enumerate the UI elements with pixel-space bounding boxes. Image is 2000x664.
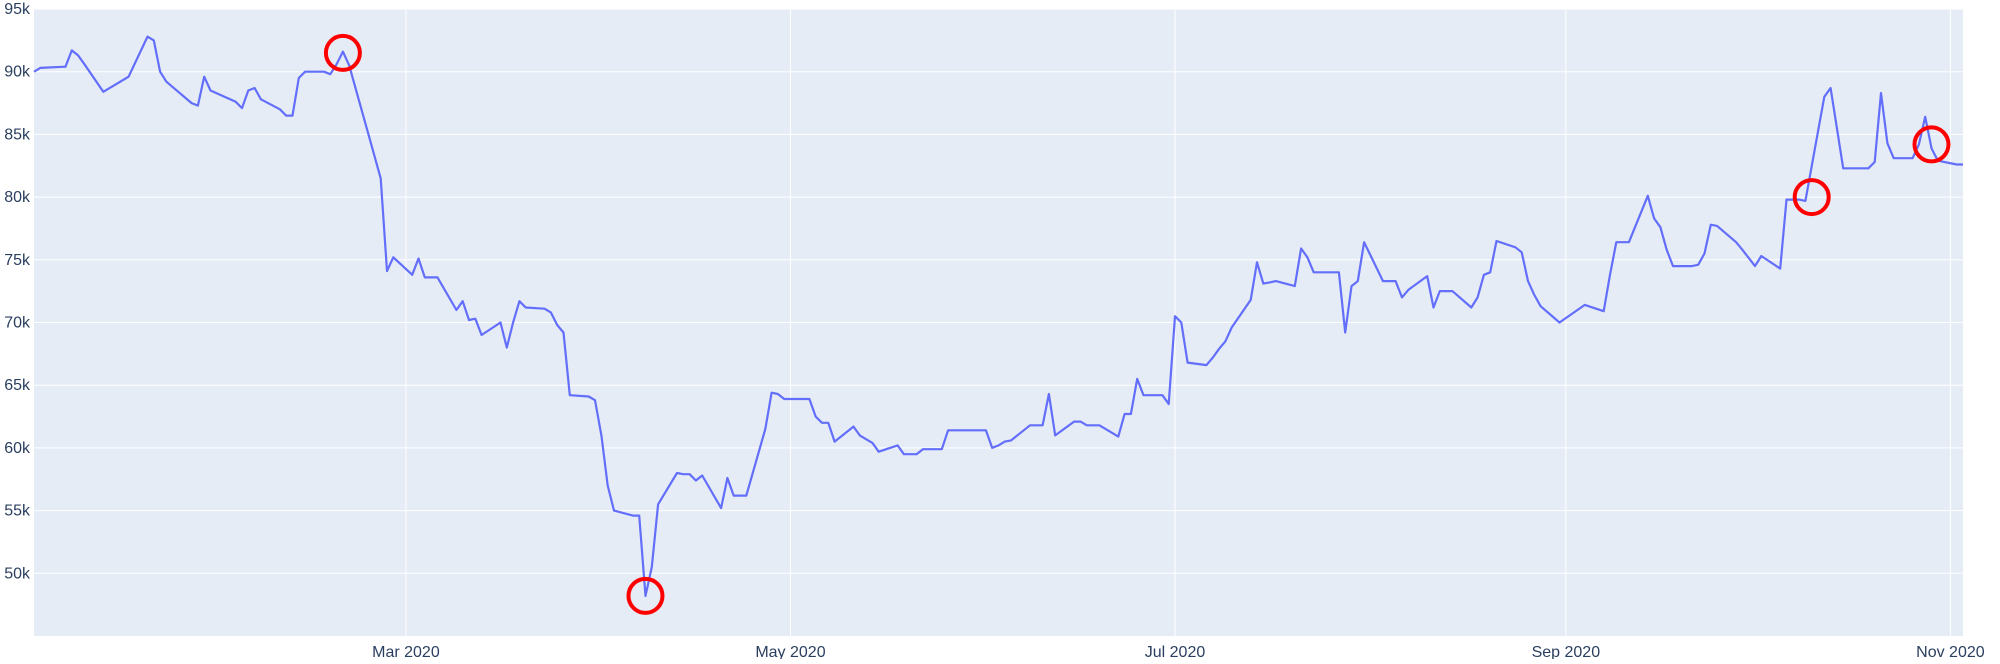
y-tick-label: 65k bbox=[4, 377, 31, 394]
x-tick-label: Nov 2020 bbox=[1916, 644, 1985, 659]
x-tick-label: Jul 2020 bbox=[1145, 644, 1206, 659]
x-tick-label: May 2020 bbox=[755, 644, 825, 659]
y-tick-label: 50k bbox=[4, 565, 31, 582]
x-axis-ticks: Mar 2020 May 2020 Jul 2020 Sep 2020 Nov 2020 bbox=[372, 644, 1985, 659]
y-tick-label: 55k bbox=[4, 503, 31, 520]
y-tick-label: 90k bbox=[4, 64, 31, 81]
y-axis-ticks: 50k 55k 60k 65k 70k 75k 80k 85k 90k 95k bbox=[4, 1, 31, 582]
x-tick-label: Mar 2020 bbox=[372, 644, 440, 659]
y-tick-label: 60k bbox=[4, 440, 31, 457]
y-tick-label: 95k bbox=[4, 1, 31, 18]
y-tick-label: 70k bbox=[4, 315, 31, 332]
x-tick-label: Sep 2020 bbox=[1532, 644, 1601, 659]
y-tick-label: 85k bbox=[4, 126, 31, 143]
y-tick-label: 80k bbox=[4, 189, 31, 206]
y-tick-label: 75k bbox=[4, 252, 31, 269]
